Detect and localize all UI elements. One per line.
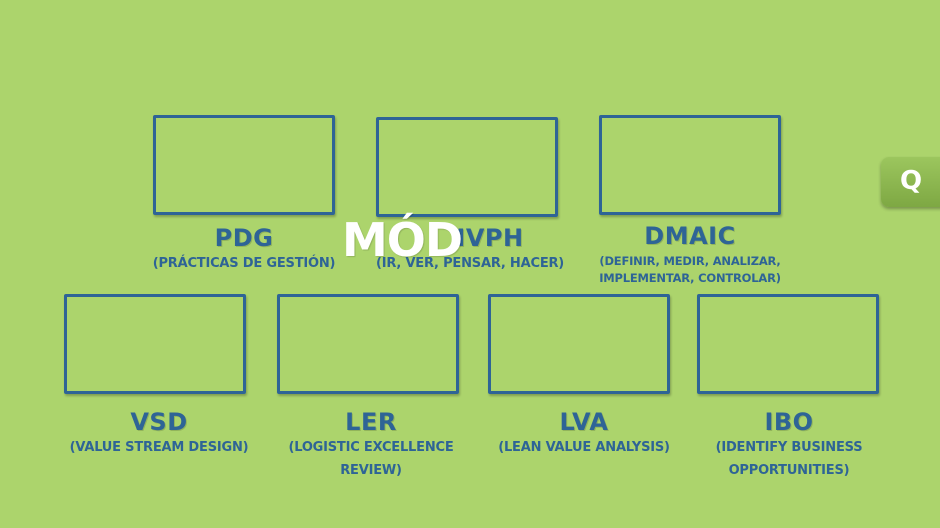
tool-box-dmaic[interactable] (599, 115, 781, 215)
tool-subtitle: (Value stream design) (69, 440, 249, 455)
tool-subtitle-line-1: (Definir, medir, analizar, (599, 254, 781, 268)
tool-subtitle-line-2: implementar, controlar) (599, 271, 781, 285)
tool-title: LER (345, 408, 397, 436)
tool-label-pdg: PDG (Prácticas de gestión) (143, 224, 345, 275)
side-tab-button[interactable]: Q (881, 157, 940, 207)
tool-title: DMAIC (644, 222, 736, 250)
tool-title: IBO (764, 408, 814, 436)
tool-label-lva: LVA (Lean value analysis) (478, 408, 690, 459)
tool-box-ibo[interactable] (697, 294, 879, 394)
tool-subtitle-line-1: (Logistic excellence (288, 440, 454, 455)
tool-title: PDG (214, 224, 274, 252)
tool-label-vsd: VSD (Value stream design) (54, 408, 264, 459)
tool-subtitle: (Ir, ver, pensar, hacer) (375, 256, 565, 271)
tool-subtitle: (Prácticas de gestión) (152, 256, 336, 271)
tool-title: IVPH (456, 224, 524, 252)
tool-box-lva[interactable] (488, 294, 670, 394)
tool-subtitle-line-2: opportunities) (728, 463, 850, 478)
tool-box-vsd[interactable] (64, 294, 246, 394)
tool-subtitle: (Lean value analysis) (498, 440, 670, 455)
tool-label-dmaic: DMAIC (Definir, medir, analizar, impleme… (589, 222, 791, 287)
tool-subtitle-line-2: review) (340, 463, 402, 478)
module-heading-fragment: MÓD (342, 213, 463, 267)
tool-title: VSD (130, 408, 188, 436)
tool-label-ibo: IBO (Identify business opportunities) (687, 408, 891, 482)
tool-title: LVA (559, 408, 609, 436)
tool-label-ivph: IVPH (Ir, ver, pensar, hacer) (366, 224, 574, 275)
tool-box-ivph[interactable] (376, 117, 558, 217)
tool-box-ler[interactable] (277, 294, 459, 394)
tool-subtitle-line-1: (Identify business (715, 440, 863, 455)
tool-box-pdg[interactable] (153, 115, 335, 215)
tool-label-ler: LER (Logistic excellence review) (267, 408, 475, 482)
